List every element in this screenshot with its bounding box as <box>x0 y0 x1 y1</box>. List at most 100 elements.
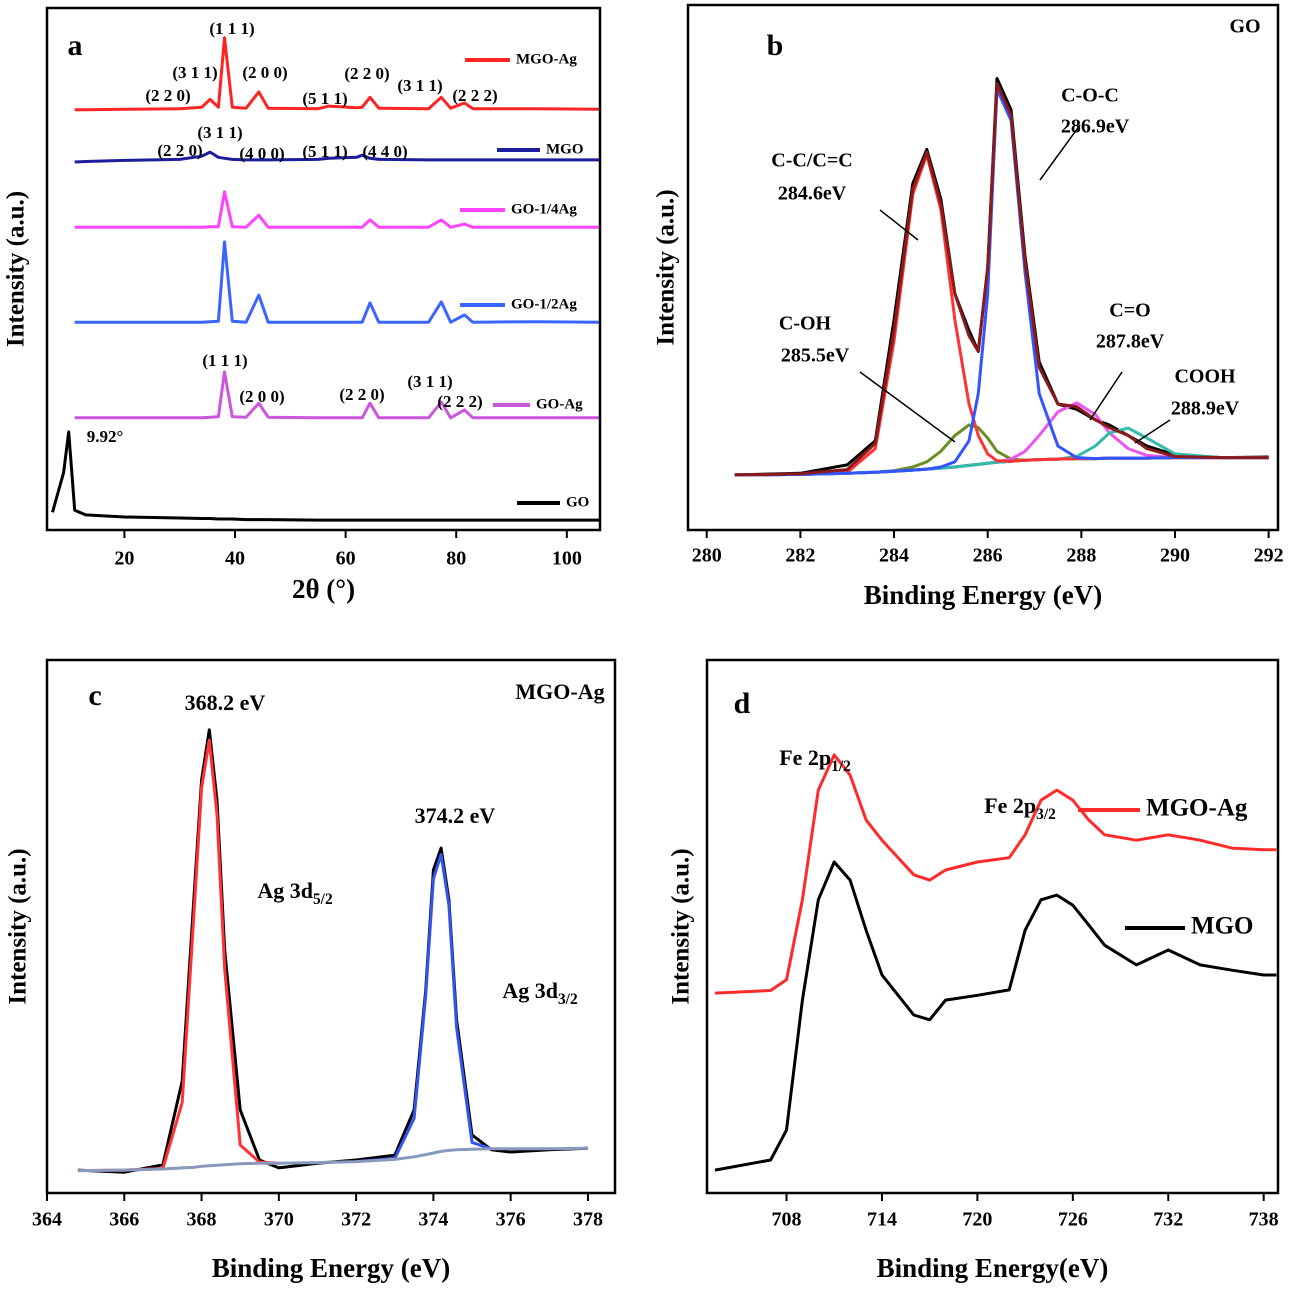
annotation: (4 4 0) <box>362 142 407 161</box>
annotation: (3 1 1) <box>397 76 442 95</box>
annotation: C=O <box>1109 300 1150 322</box>
x-tick-label: 288 <box>1066 545 1096 567</box>
x-tick-label: 80 <box>446 548 466 570</box>
y-axis-label: Intensity (a.u.) <box>3 191 30 347</box>
legend-label: MGO-Ag <box>1146 795 1248 822</box>
annotation: Fe 2p1/2 <box>779 745 851 774</box>
annotation: (5 1 1) <box>302 142 347 161</box>
pointer-line <box>1134 419 1171 444</box>
plot-area <box>734 77 1269 477</box>
annotation-subscript: 5/2 <box>313 891 333 908</box>
x-tick-label: 370 <box>264 1209 294 1231</box>
annotation: (5 1 1) <box>302 89 347 108</box>
panel-label: b <box>767 29 784 62</box>
legend-label: GO-1/4Ag <box>511 201 577 217</box>
pointer-line <box>879 209 919 241</box>
series-line <box>74 150 600 164</box>
annotation: C-C/C=C <box>771 150 852 172</box>
annotation: 9.92° <box>87 427 124 446</box>
annotation: (3 1 1) <box>197 123 242 142</box>
series-line <box>714 753 1277 995</box>
annotation: 288.9eV <box>1171 398 1240 420</box>
plot-area <box>77 728 589 1174</box>
x-tick-label: 282 <box>785 545 815 567</box>
x-tick-label: 374 <box>418 1209 448 1231</box>
x-tick-label: 368 <box>187 1209 217 1231</box>
annotation-subscript: 1/2 <box>831 758 851 775</box>
series-line <box>355 853 492 1164</box>
x-tick-label: 732 <box>1153 1209 1183 1231</box>
y-axis-label: Intensity (a.u.) <box>668 848 695 1004</box>
annotation: (2 0 0) <box>239 387 284 406</box>
y-axis-label: Intensity (a.u.) <box>653 189 680 345</box>
x-tick-label: 286 <box>973 545 1003 567</box>
series-line <box>74 36 600 112</box>
series-line <box>74 240 600 324</box>
annotation: GO <box>1229 16 1260 38</box>
pointer-line <box>1089 371 1123 421</box>
annotation: Fe 2p3/2 <box>984 793 1056 822</box>
annotation: (4 0 0) <box>239 144 284 163</box>
annotation: 287.8eV <box>1096 331 1165 353</box>
legend-label: GO-1/2Ag <box>511 296 577 312</box>
series-line <box>714 860 1277 1172</box>
panel-label: c <box>88 679 101 712</box>
series-line <box>51 430 600 522</box>
legend-label: MGO <box>546 141 584 157</box>
x-tick-label: 290 <box>1160 545 1190 567</box>
axes-frame <box>45 658 617 1195</box>
axes-frame <box>686 3 1280 532</box>
annotation: (2 2 0) <box>157 141 202 160</box>
series-line <box>74 190 600 229</box>
x-tick-label: 708 <box>772 1209 802 1231</box>
x-tick-label: 378 <box>573 1209 603 1231</box>
annotation-text: Ag 3d <box>257 878 313 903</box>
x-tick-label: 40 <box>225 548 245 570</box>
x-tick-label: 720 <box>962 1209 992 1231</box>
annotation-subscript: 3/2 <box>558 991 578 1008</box>
annotation: Ag 3d5/2 <box>257 878 333 907</box>
x-axis-label: Binding Energy(eV) <box>877 1253 1109 1283</box>
annotation: (2 2 2) <box>437 392 482 411</box>
x-tick-label: 714 <box>867 1209 897 1231</box>
y-axis-label: Intensity (a.u.) <box>5 848 32 1004</box>
x-tick-label: 376 <box>496 1209 526 1231</box>
x-tick-label: 60 <box>336 548 356 570</box>
legend-label: GO <box>566 494 589 510</box>
annotation-subscript: 3/2 <box>1036 806 1056 823</box>
pointer-line <box>859 371 956 443</box>
x-tick-label: 280 <box>692 545 722 567</box>
legend-label: MGO <box>1191 913 1254 940</box>
plot-area <box>714 753 1277 1172</box>
annotation: (2 2 2) <box>452 86 497 105</box>
annotation: (2 0 0) <box>242 63 287 82</box>
annotation: (1 1 1) <box>209 19 254 38</box>
annotation: (2 2 0) <box>145 86 190 105</box>
x-tick-label: 726 <box>1058 1209 1088 1231</box>
x-axis-label: Binding Energy (eV) <box>212 1253 451 1283</box>
annotation: C-O-C <box>1061 85 1119 107</box>
series-line <box>734 82 1269 477</box>
annotation: MGO-Ag <box>515 679 604 704</box>
annotation-text: Fe 2p <box>984 793 1036 818</box>
panel-label: a <box>68 29 83 62</box>
x-axis-label: Binding Energy (eV) <box>864 580 1103 610</box>
legend-label: GO-Ag <box>536 396 583 412</box>
x-tick-label: 292 <box>1254 545 1284 567</box>
x-axis-label: 2θ (°) <box>292 574 355 604</box>
annotation: 368.2 eV <box>185 690 266 715</box>
annotation: 374.2 eV <box>415 803 496 828</box>
series-line <box>77 1146 589 1173</box>
panel-label: d <box>734 687 751 720</box>
annotation: 286.9eV <box>1061 116 1130 138</box>
annotation: 285.5eV <box>781 345 850 367</box>
annotation: (3 1 1) <box>407 372 452 391</box>
axes-frame <box>45 6 602 532</box>
axes-frame <box>705 658 1280 1195</box>
annotation: (2 2 0) <box>339 385 384 404</box>
plot-area <box>51 36 600 522</box>
annotation: Ag 3d3/2 <box>502 978 578 1007</box>
